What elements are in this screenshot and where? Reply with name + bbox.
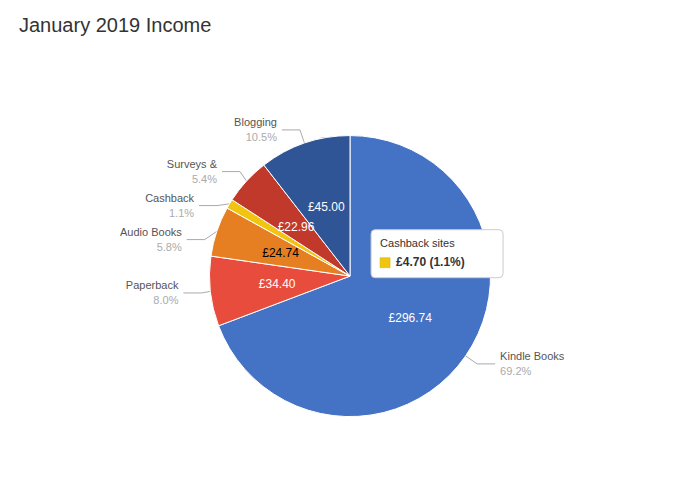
- svg-text:1.1%: 1.1%: [169, 207, 194, 219]
- svg-text:Kindle Books: Kindle Books: [500, 350, 565, 362]
- svg-text:£4.70 (1.1%): £4.70 (1.1%): [396, 255, 465, 269]
- svg-text:January 2019 Income: January 2019 Income: [19, 14, 211, 36]
- svg-text:Blogging: Blogging: [234, 116, 277, 128]
- svg-text:5.4%: 5.4%: [192, 173, 217, 185]
- svg-text:69.2%: 69.2%: [500, 365, 531, 377]
- svg-text:£296.74: £296.74: [389, 311, 433, 325]
- svg-text:£24.74: £24.74: [262, 246, 299, 260]
- svg-text:£22.96: £22.96: [278, 220, 315, 234]
- svg-text:Paperback: Paperback: [126, 279, 179, 291]
- svg-text:Cashback sites: Cashback sites: [380, 237, 455, 249]
- svg-text:Cashback: Cashback: [145, 192, 194, 204]
- svg-text:£34.40: £34.40: [259, 277, 296, 291]
- svg-text:10.5%: 10.5%: [246, 131, 277, 143]
- svg-text:Audio Books: Audio Books: [120, 226, 182, 238]
- svg-text:Surveys &: Surveys &: [167, 158, 218, 170]
- svg-text:5.8%: 5.8%: [157, 241, 182, 253]
- svg-text:£45.00: £45.00: [308, 200, 345, 214]
- svg-text:8.0%: 8.0%: [153, 294, 178, 306]
